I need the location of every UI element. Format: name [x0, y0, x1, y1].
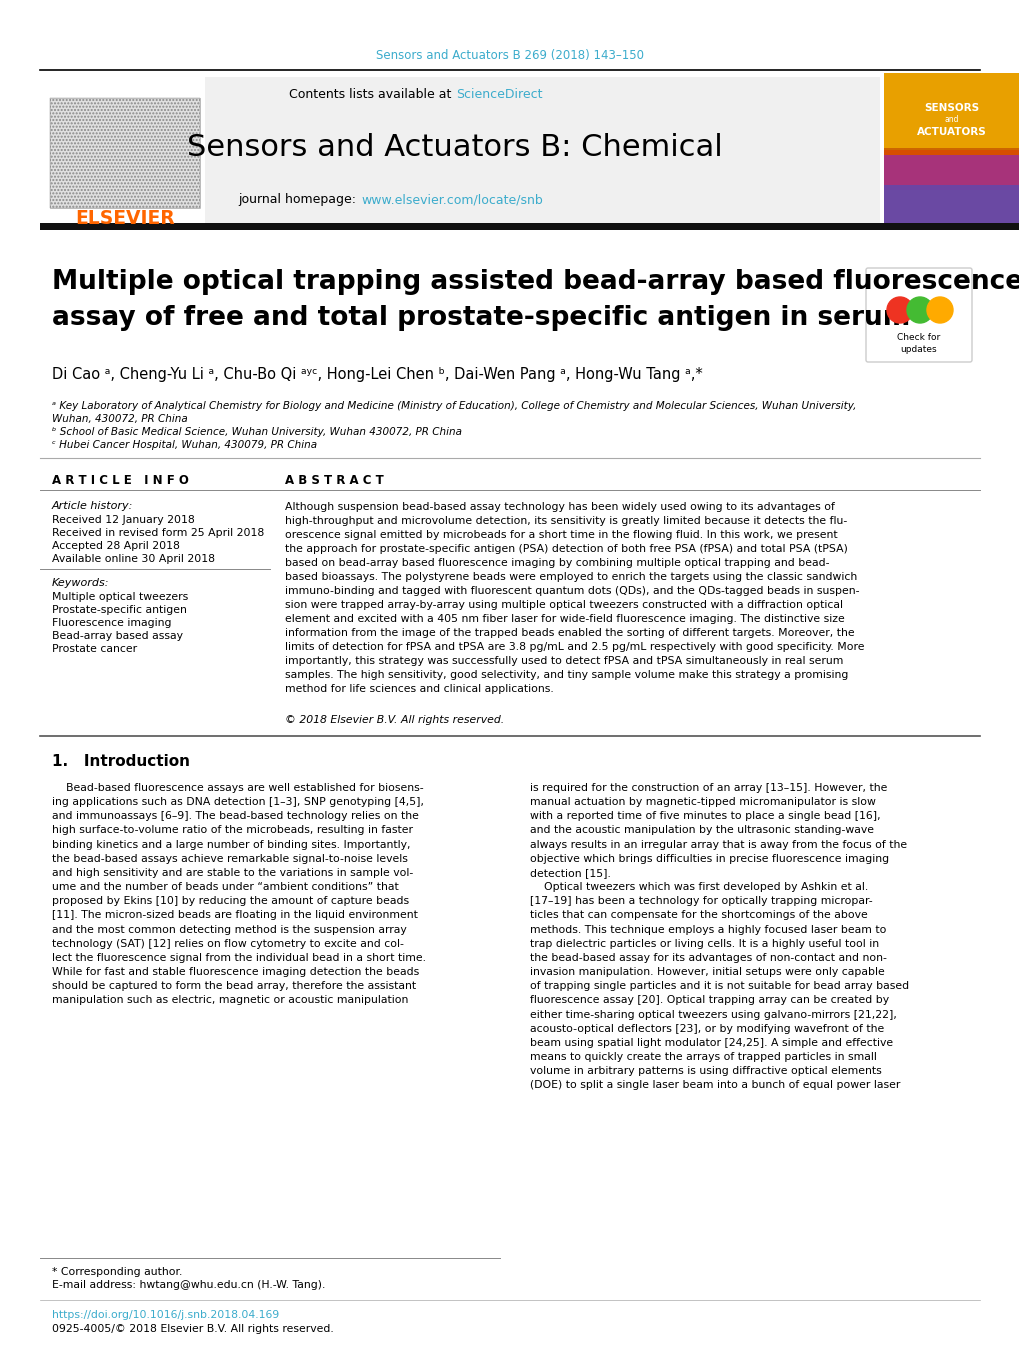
- Bar: [883, 150, 1019, 190]
- Text: SENSORS: SENSORS: [923, 103, 978, 113]
- Text: Fluorescence imaging: Fluorescence imaging: [52, 617, 171, 628]
- Bar: [40, 77, 205, 226]
- Bar: [883, 77, 1019, 226]
- Circle shape: [926, 297, 952, 323]
- Text: www.elsevier.com/locate/snb: www.elsevier.com/locate/snb: [361, 193, 542, 207]
- Text: Wuhan, 430072, PR China: Wuhan, 430072, PR China: [52, 413, 187, 424]
- Bar: [883, 185, 1019, 226]
- Text: Received 12 January 2018: Received 12 January 2018: [52, 515, 195, 526]
- Text: Sensors and Actuators B: Chemical: Sensors and Actuators B: Chemical: [186, 134, 722, 162]
- Circle shape: [906, 297, 932, 323]
- Text: A B S T R A C T: A B S T R A C T: [284, 473, 383, 486]
- Text: ACTUATORS: ACTUATORS: [916, 127, 986, 136]
- Bar: [883, 73, 1019, 149]
- Text: https://doi.org/10.1016/j.snb.2018.04.169: https://doi.org/10.1016/j.snb.2018.04.16…: [52, 1310, 279, 1320]
- Text: 0925-4005/© 2018 Elsevier B.V. All rights reserved.: 0925-4005/© 2018 Elsevier B.V. All right…: [52, 1324, 333, 1333]
- Text: Although suspension bead-based assay technology has been widely used owing to it: Although suspension bead-based assay tec…: [284, 503, 864, 694]
- Text: Bead-array based assay: Bead-array based assay: [52, 631, 182, 640]
- Text: Sensors and Actuators B 269 (2018) 143–150: Sensors and Actuators B 269 (2018) 143–1…: [376, 49, 643, 62]
- Text: ᵃ Key Laboratory of Analytical Chemistry for Biology and Medicine (Ministry of E: ᵃ Key Laboratory of Analytical Chemistry…: [52, 401, 856, 411]
- Text: © 2018 Elsevier B.V. All rights reserved.: © 2018 Elsevier B.V. All rights reserved…: [284, 715, 503, 725]
- Text: is required for the construction of an array [13–15]. However, the
manual actuat: is required for the construction of an a…: [530, 784, 908, 1090]
- Bar: [40, 223, 1019, 230]
- FancyBboxPatch shape: [865, 267, 971, 362]
- Text: Prostate-specific antigen: Prostate-specific antigen: [52, 605, 186, 615]
- Text: ᶜ Hubei Cancer Hospital, Wuhan, 430079, PR China: ᶜ Hubei Cancer Hospital, Wuhan, 430079, …: [52, 440, 317, 450]
- Text: Multiple optical tweezers: Multiple optical tweezers: [52, 592, 189, 603]
- Circle shape: [887, 297, 912, 323]
- Text: E-mail address: hwtang@whu.edu.cn (H.-W. Tang).: E-mail address: hwtang@whu.edu.cn (H.-W.…: [52, 1279, 325, 1290]
- Text: updates: updates: [900, 346, 936, 354]
- Text: ScienceDirect: ScienceDirect: [455, 89, 542, 101]
- Text: Bead-based fluorescence assays are well established for biosens-
ing application: Bead-based fluorescence assays are well …: [52, 784, 426, 1005]
- Bar: [40, 77, 879, 226]
- Text: Accepted 28 April 2018: Accepted 28 April 2018: [52, 540, 179, 551]
- Text: Contents lists available at: Contents lists available at: [288, 89, 454, 101]
- Text: 1.   Introduction: 1. Introduction: [52, 754, 190, 770]
- Text: Check for: Check for: [897, 334, 940, 343]
- Text: * Corresponding author.: * Corresponding author.: [52, 1267, 182, 1277]
- Text: Received in revised form 25 April 2018: Received in revised form 25 April 2018: [52, 528, 264, 538]
- Text: and: and: [944, 115, 958, 124]
- Text: assay of free and total prostate-specific antigen in serum: assay of free and total prostate-specifi…: [52, 305, 909, 331]
- Text: Multiple optical trapping assisted bead-array based fluorescence: Multiple optical trapping assisted bead-…: [52, 269, 1019, 295]
- Text: ELSEVIER: ELSEVIER: [75, 208, 174, 227]
- Text: Keywords:: Keywords:: [52, 578, 109, 588]
- Text: Article history:: Article history:: [52, 501, 133, 511]
- Text: ᵇ School of Basic Medical Science, Wuhan University, Wuhan 430072, PR China: ᵇ School of Basic Medical Science, Wuhan…: [52, 427, 462, 436]
- Bar: [50, 99, 200, 208]
- Text: Di Cao ᵃ, Cheng-Yu Li ᵃ, Chu-Bo Qi ᵃʸᶜ, Hong-Lei Chen ᵇ, Dai-Wen Pang ᵃ, Hong-Wu: Di Cao ᵃ, Cheng-Yu Li ᵃ, Chu-Bo Qi ᵃʸᶜ, …: [52, 367, 702, 382]
- Text: Prostate cancer: Prostate cancer: [52, 644, 137, 654]
- Bar: [50, 99, 200, 208]
- Bar: [883, 155, 1019, 226]
- Text: A R T I C L E   I N F O: A R T I C L E I N F O: [52, 473, 189, 486]
- Text: journal homepage:: journal homepage:: [237, 193, 360, 207]
- Text: Available online 30 April 2018: Available online 30 April 2018: [52, 554, 215, 563]
